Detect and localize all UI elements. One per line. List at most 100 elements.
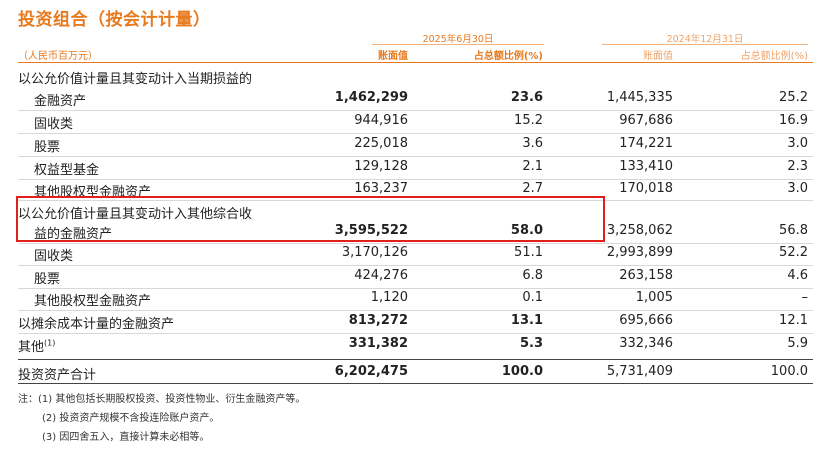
cell-pct: 100.0 [501,364,543,379]
footnote-1: 注：(1) 其他包括长期股权投资、投资性物业、衍生金融资产等。 [18,394,306,405]
cell-pct: 51.1 [514,245,543,260]
cell-pct-prior: 3.0 [787,181,808,196]
col-pct-prior: 占总额比例(%) [740,51,808,62]
cell-pct-prior: 12.1 [779,313,808,328]
bottom-rule [18,383,813,384]
cell-pct-prior: – [801,290,809,305]
cell-book-value-prior: 174,221 [619,136,673,151]
cell-book-value-prior: 1,445,335 [606,90,673,105]
row-label: 固收类 [34,117,74,132]
cell-book-value-prior: 3,258,062 [606,223,673,238]
highlight-box [16,196,605,242]
cell-book-value-prior: 170,018 [619,181,673,196]
page-title: 投资组合（按会计计量） [18,10,211,30]
period-prior-underline [602,44,808,45]
row-label: 股票 [34,140,61,155]
table-row: 以公允价值计量且其变动计入当期损益的 [0,66,835,88]
cell-book-value-prior: 263,158 [619,268,673,283]
col-book-value-prior: 账面值 [643,51,673,62]
cell-book-value: 944,916 [354,113,408,128]
cell-pct: 2.7 [522,181,543,196]
cell-pct-prior: 25.2 [779,90,808,105]
cell-pct: 15.2 [514,113,543,128]
cell-pct-prior: 3.0 [787,136,808,151]
cell-pct-prior: 56.8 [779,223,808,238]
row-divider [18,200,813,201]
cell-book-value: 424,276 [354,268,408,283]
row-label: 其他股权型金融资产 [34,294,152,309]
row-divider [18,110,813,111]
table-row-total: 投资资产合计 6,202,475 100.0 5,731,409 100.0 [0,362,835,384]
cell-book-value: 163,237 [354,181,408,196]
cell-book-value-prior: 2,993,899 [606,245,673,260]
period-prior-header: 2024年12月31日 [666,34,744,45]
cell-pct: 6.8 [522,268,543,283]
cell-book-value: 1,120 [370,290,408,305]
cell-book-value-prior: 967,686 [619,113,673,128]
cell-book-value: 1,462,299 [334,90,408,105]
row-label: 权益型基金 [34,163,100,178]
row-divider [18,179,813,180]
row-label-text: 其他 [18,340,45,355]
unit-label: （人民币百万元） [18,51,98,62]
cell-pct-prior: 4.6 [787,268,808,283]
row-divider [18,288,813,289]
cell-book-value: 225,018 [354,136,408,151]
row-label: 益的金融资产 [34,227,113,242]
table-row: 其他(1) 331,382 5.3 332,346 5.9 [0,334,835,356]
cell-book-value-prior: 1,005 [635,290,673,305]
cell-book-value: 6,202,475 [334,364,408,379]
cell-book-value-prior: 133,410 [619,159,673,174]
period-current-header: 2025年6月30日 [422,34,494,45]
row-label: 股票 [34,272,61,287]
row-label: 投资资产合计 [18,368,97,383]
cell-pct-prior: 52.2 [779,245,808,260]
cell-book-value: 331,382 [348,336,408,351]
cell-book-value-prior: 695,666 [619,313,673,328]
cell-pct: 23.6 [510,90,543,105]
row-divider [18,265,813,266]
cell-book-value: 129,128 [354,159,408,174]
table-row: 益的金融资产 3,595,522 58.0 3,258,062 56.8 [0,221,835,243]
table-row: 股票 424,276 6.8 263,158 4.6 [0,266,835,288]
row-label: 以公允价值计量且其变动计入当期损益的 [18,72,253,87]
cell-book-value: 813,272 [348,313,408,328]
cell-book-value-prior: 5,731,409 [606,364,673,379]
table-row: 以摊余成本计量的金融资产 813,272 13.1 695,666 12.1 [0,311,835,333]
footnote-3: (3) 因四舍五入，直接计算未必相等。 [42,432,210,443]
cell-book-value: 3,595,522 [334,223,408,238]
row-label: 以摊余成本计量的金融资产 [18,317,175,332]
row-label: 金融资产 [34,94,87,109]
row-divider [18,310,813,311]
row-label: 固收类 [34,249,74,264]
row-divider [18,243,813,244]
cell-book-value: 3,170,126 [341,245,408,260]
footnote-2: (2) 投资资产规模不含投连险账户资产。 [42,413,220,424]
cell-pct-prior: 5.9 [787,336,808,351]
period-current-underline [372,44,544,45]
header-rule [18,62,813,63]
table-row: 固收类 944,916 15.2 967,686 16.9 [0,111,835,133]
cell-pct: 2.1 [522,159,543,174]
cell-book-value-prior: 332,346 [619,336,673,351]
col-pct: 占总额比例(%) [473,51,543,62]
row-divider [18,156,813,157]
table-row: 股票 225,018 3.6 174,221 3.0 [0,134,835,156]
table-row: 权益型基金 129,128 2.1 133,410 2.3 [0,157,835,179]
table-row: 其他股权型金融资产 1,120 0.1 1,005 – [0,288,835,310]
row-label: 以公允价值计量且其变动计入其他综合收 [18,207,253,222]
cell-pct: 58.0 [510,223,543,238]
total-rule [18,359,813,360]
table-row: 固收类 3,170,126 51.1 2,993,899 52.2 [0,243,835,265]
footnote-ref: (1) [44,338,56,348]
cell-pct: 0.1 [522,290,543,305]
cell-pct-prior: 16.9 [779,113,808,128]
cell-pct-prior: 100.0 [770,364,808,379]
col-book-value: 账面值 [378,51,408,62]
row-label: 其他(1) [18,336,55,355]
cell-pct: 3.6 [522,136,543,151]
cell-pct: 13.1 [510,313,543,328]
cell-pct-prior: 2.3 [787,159,808,174]
table-row: 金融资产 1,462,299 23.6 1,445,335 25.2 [0,88,835,110]
cell-pct: 5.3 [519,336,543,351]
